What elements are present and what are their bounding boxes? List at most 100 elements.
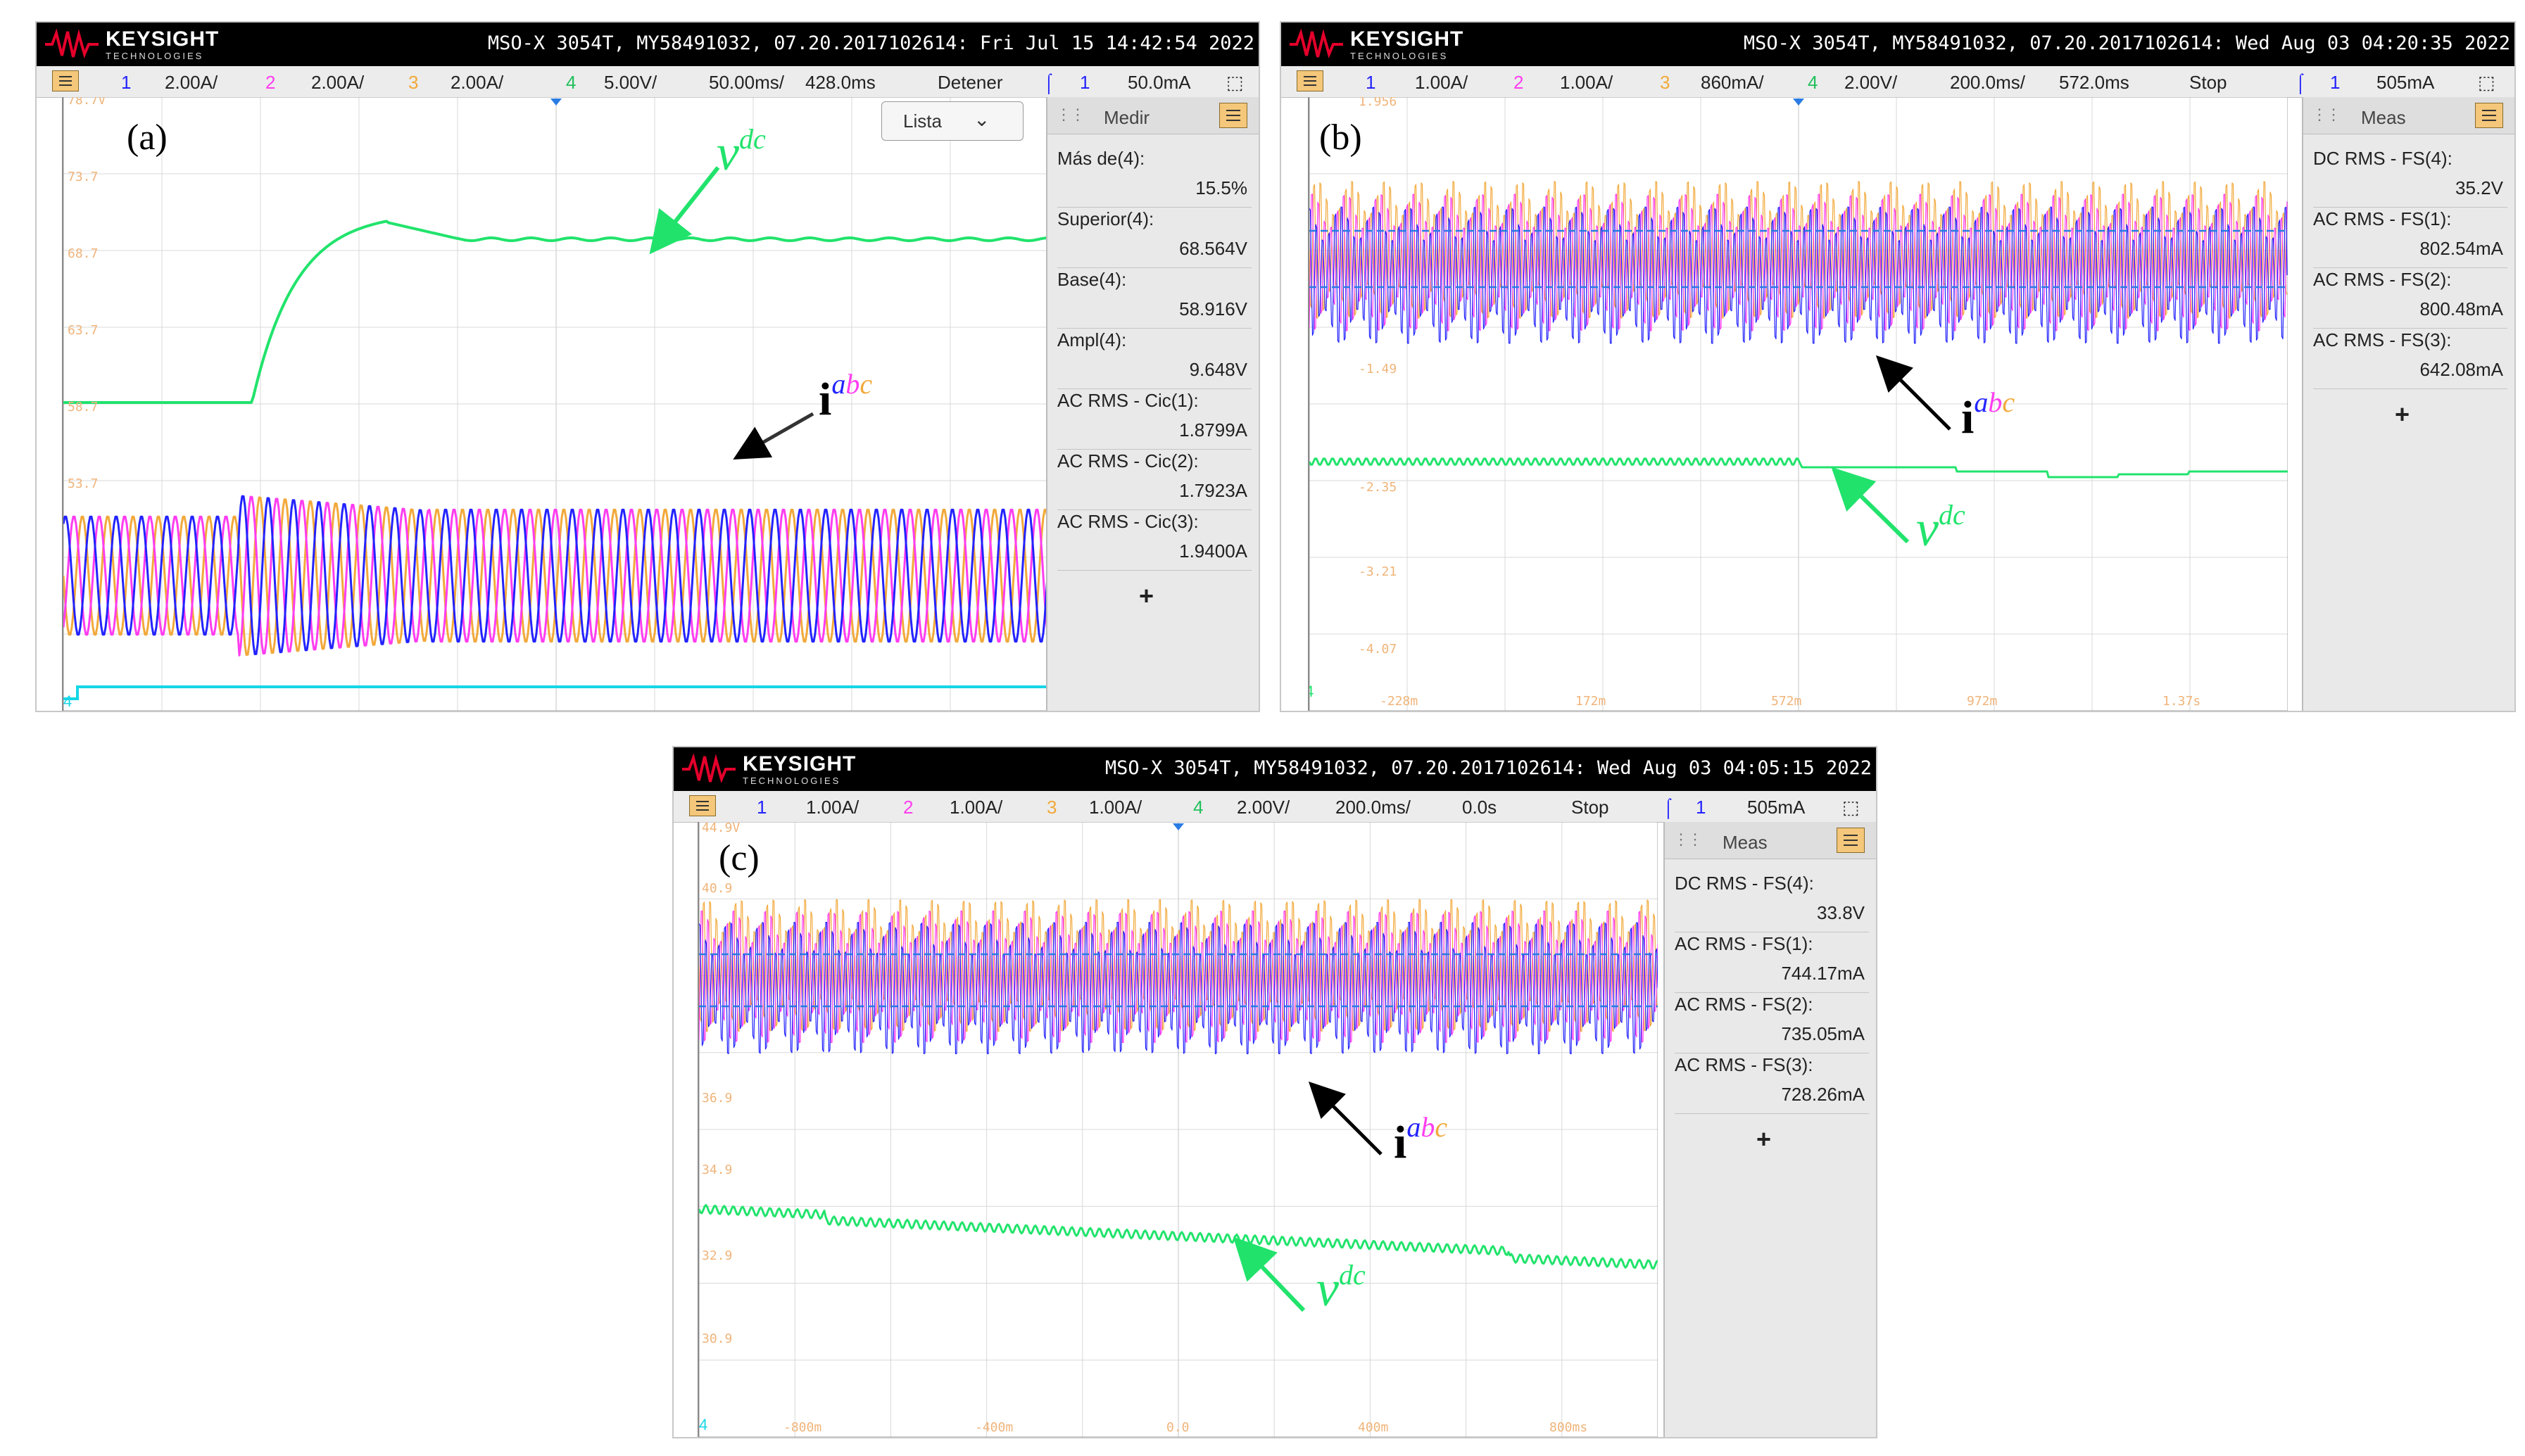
measurement-name: Base(4): <box>1057 269 1127 290</box>
menu-icon[interactable] <box>52 70 79 91</box>
delay[interactable]: 428.0ms <box>805 72 876 93</box>
delay[interactable]: 0.0s <box>1462 797 1497 818</box>
ch3-number[interactable]: 3 <box>1047 797 1057 818</box>
meas-header: ⋮⋮ Meas <box>1665 822 1876 859</box>
timebase[interactable]: 200.0ms/ <box>1950 72 2025 93</box>
scope-panel-b: KEYSIGHT TECHNOLOGIES MSO-X 3054T, MY5849… <box>1280 21 2516 712</box>
ch4-marker: 4 <box>63 692 72 710</box>
screenshot-icon[interactable]: ⬚ <box>1842 797 1860 818</box>
ch4-number[interactable]: 4 <box>1193 797 1204 818</box>
menu-icon[interactable] <box>1297 70 1323 91</box>
measurement-item[interactable]: Superior(4): 68.564V <box>1057 208 1252 269</box>
y-tick-label: 58.7 <box>68 400 98 414</box>
screenshot-icon[interactable]: ⬚ <box>2478 72 2495 93</box>
menu-icon[interactable] <box>689 795 716 816</box>
measurement-value: 35.2V <box>2455 177 2503 198</box>
divider <box>1057 509 1252 510</box>
y-tick-label: 34.9 <box>702 1163 732 1177</box>
lista-button[interactable]: Lista ⌄ <box>881 101 1024 141</box>
measurement-item[interactable]: AC RMS - Cic(3): 1.9400A <box>1057 511 1252 571</box>
y-tick-label: 68.7 <box>68 246 98 261</box>
drag-handle-icon[interactable]: ⋮⋮ <box>2312 106 2341 123</box>
measurement-item[interactable]: DC RMS - FS(4): 33.8V <box>1675 873 1869 933</box>
measurement-item[interactable]: AC RMS - Cic(2): 1.7923A <box>1057 450 1252 511</box>
measurement-item[interactable]: DC RMS - FS(4): 35.2V <box>2313 148 2507 208</box>
delay[interactable]: 572.0ms <box>2059 72 2129 93</box>
measurement-name: AC RMS - FS(1): <box>2313 208 2452 229</box>
waveform-canvas: 78.7V 73.7 68.7 63.7 58.7 53.7 4 <box>63 97 1049 711</box>
measurement-item[interactable]: AC RMS - Cic(1): 1.8799A <box>1057 390 1252 450</box>
measurement-item[interactable]: AC RMS - FS(3): 642.08mA <box>2313 329 2507 390</box>
meas-menu-icon[interactable] <box>1219 103 1247 128</box>
ch1-number[interactable]: 1 <box>121 72 132 93</box>
iabc-annotation-a: iabc <box>819 368 873 425</box>
ch1-number[interactable]: 1 <box>757 797 767 818</box>
meas-menu-icon[interactable] <box>2475 103 2503 128</box>
ch1-number[interactable]: 1 <box>1366 72 1376 93</box>
keysight-logo: KEYSIGHT TECHNOLOGIES <box>681 752 856 787</box>
waveform-display[interactable]: 78.7V 73.7 68.7 63.7 58.7 53.7 4 <box>62 97 1049 711</box>
vdc-annotation-b: vdc <box>1916 499 1965 557</box>
ic-trace <box>63 495 1049 655</box>
ch2-number[interactable]: 2 <box>1513 72 1524 93</box>
drag-handle-icon[interactable]: ⋮⋮ <box>1673 830 1703 848</box>
trigger-level[interactable]: 505mA <box>1747 797 1806 818</box>
divider <box>2313 267 2507 268</box>
ch3-scale: 860mA/ <box>1701 72 1764 93</box>
ch4-number[interactable]: 4 <box>1808 72 1818 93</box>
ch3-number[interactable]: 3 <box>1660 72 1670 93</box>
x-tick-label: -400m <box>975 1420 1013 1435</box>
measurement-item[interactable]: AC RMS - FS(2): 800.48mA <box>2313 269 2507 329</box>
ch2-number[interactable]: 2 <box>903 797 914 818</box>
ch3-number[interactable]: 3 <box>408 72 419 93</box>
waveform-canvas: 1.956 -1.49 -2.35 -3.21 -4.07 -228m 172m 572m 97… <box>1309 97 2288 711</box>
trigger-edge-icon[interactable]: ⌠ <box>2295 72 2306 93</box>
ch4-number[interactable]: 4 <box>566 72 577 93</box>
ch4-marker: 4 <box>1309 683 1314 700</box>
screenshot-icon[interactable]: ⬚ <box>1226 72 1244 93</box>
y-tick-label: 78.7V <box>68 97 106 108</box>
drag-handle-icon[interactable]: ⋮⋮ <box>1056 106 1085 123</box>
measurement-item[interactable]: Más de(4): 15.5% <box>1057 148 1252 208</box>
add-measurement-button[interactable]: + <box>1139 581 1154 610</box>
measurement-item[interactable]: AC RMS - FS(3): 728.26mA <box>1675 1054 1869 1115</box>
instrument-info: MSO-X 3054T, MY58491032, 07.20.201710261… <box>487 32 1254 54</box>
measurement-item[interactable]: AC RMS - FS(2): 735.05mA <box>1675 994 1869 1054</box>
trigger-edge-icon[interactable]: ⌠ <box>1043 72 1054 93</box>
x-tick-label: 0.0 <box>1166 1420 1190 1435</box>
trigger-edge-icon[interactable]: ⌠ <box>1663 797 1674 818</box>
digital-trace <box>63 685 1049 700</box>
meas-header: ⋮⋮ Meas <box>2303 97 2514 134</box>
x-tick-label: 1.37s <box>2162 694 2200 709</box>
run-state[interactable]: Stop <box>1571 797 1609 818</box>
panel-label-c: (c) <box>719 838 760 878</box>
measurement-panel: ⋮⋮ Meas DC RMS - FS(4): 35.2V AC RMS - FS(… <box>2302 97 2514 711</box>
measurement-item[interactable]: Base(4): 58.916V <box>1057 269 1252 329</box>
measurement-value: 735.05mA <box>1781 1023 1865 1044</box>
measurement-name: Ampl(4): <box>1057 329 1127 350</box>
meas-menu-icon[interactable] <box>1837 828 1865 853</box>
add-measurement-button[interactable]: + <box>2395 400 2410 429</box>
timebase[interactable]: 50.00ms/ <box>709 72 784 93</box>
waveform-display[interactable]: 44.9V 40.9 36.9 34.9 32.9 30.9 -800m -400m 0.0 40… <box>698 822 1658 1437</box>
ch2-number[interactable]: 2 <box>265 72 276 93</box>
measurement-item[interactable]: AC RMS - FS(1): 744.17mA <box>1675 933 1869 994</box>
meas-title: Meas <box>1723 832 1768 853</box>
measurement-value: 9.648V <box>1189 359 1247 380</box>
measurement-item[interactable]: Ampl(4): 9.648V <box>1057 329 1252 390</box>
vdc-trace <box>699 1204 1658 1270</box>
add-measurement-button[interactable]: + <box>1756 1125 1772 1153</box>
trigger-level[interactable]: 50.0mA <box>1128 72 1191 93</box>
run-state[interactable]: Detener <box>938 72 1003 93</box>
ch2-scale: 1.00A/ <box>1560 72 1613 93</box>
waveform-display[interactable]: 1.956 -1.49 -2.35 -3.21 -4.07 -228m 172m 572m 97… <box>1308 97 2288 711</box>
measurement-value: 58.916V <box>1179 298 1247 319</box>
run-state[interactable]: Stop <box>2189 72 2227 93</box>
measurement-panel: ⋮⋮ Medir Más de(4): 15.5% Superior(4): 68.5… <box>1046 97 1259 711</box>
ch3-scale: 1.00A/ <box>1089 797 1142 818</box>
y-tick-label: 1.956 <box>1359 97 1397 109</box>
measurement-item[interactable]: AC RMS - FS(1): 802.54mA <box>2313 208 2507 269</box>
trigger-level[interactable]: 505mA <box>2376 72 2435 93</box>
measurement-name: Superior(4): <box>1057 208 1154 229</box>
timebase[interactable]: 200.0ms/ <box>1335 797 1411 818</box>
